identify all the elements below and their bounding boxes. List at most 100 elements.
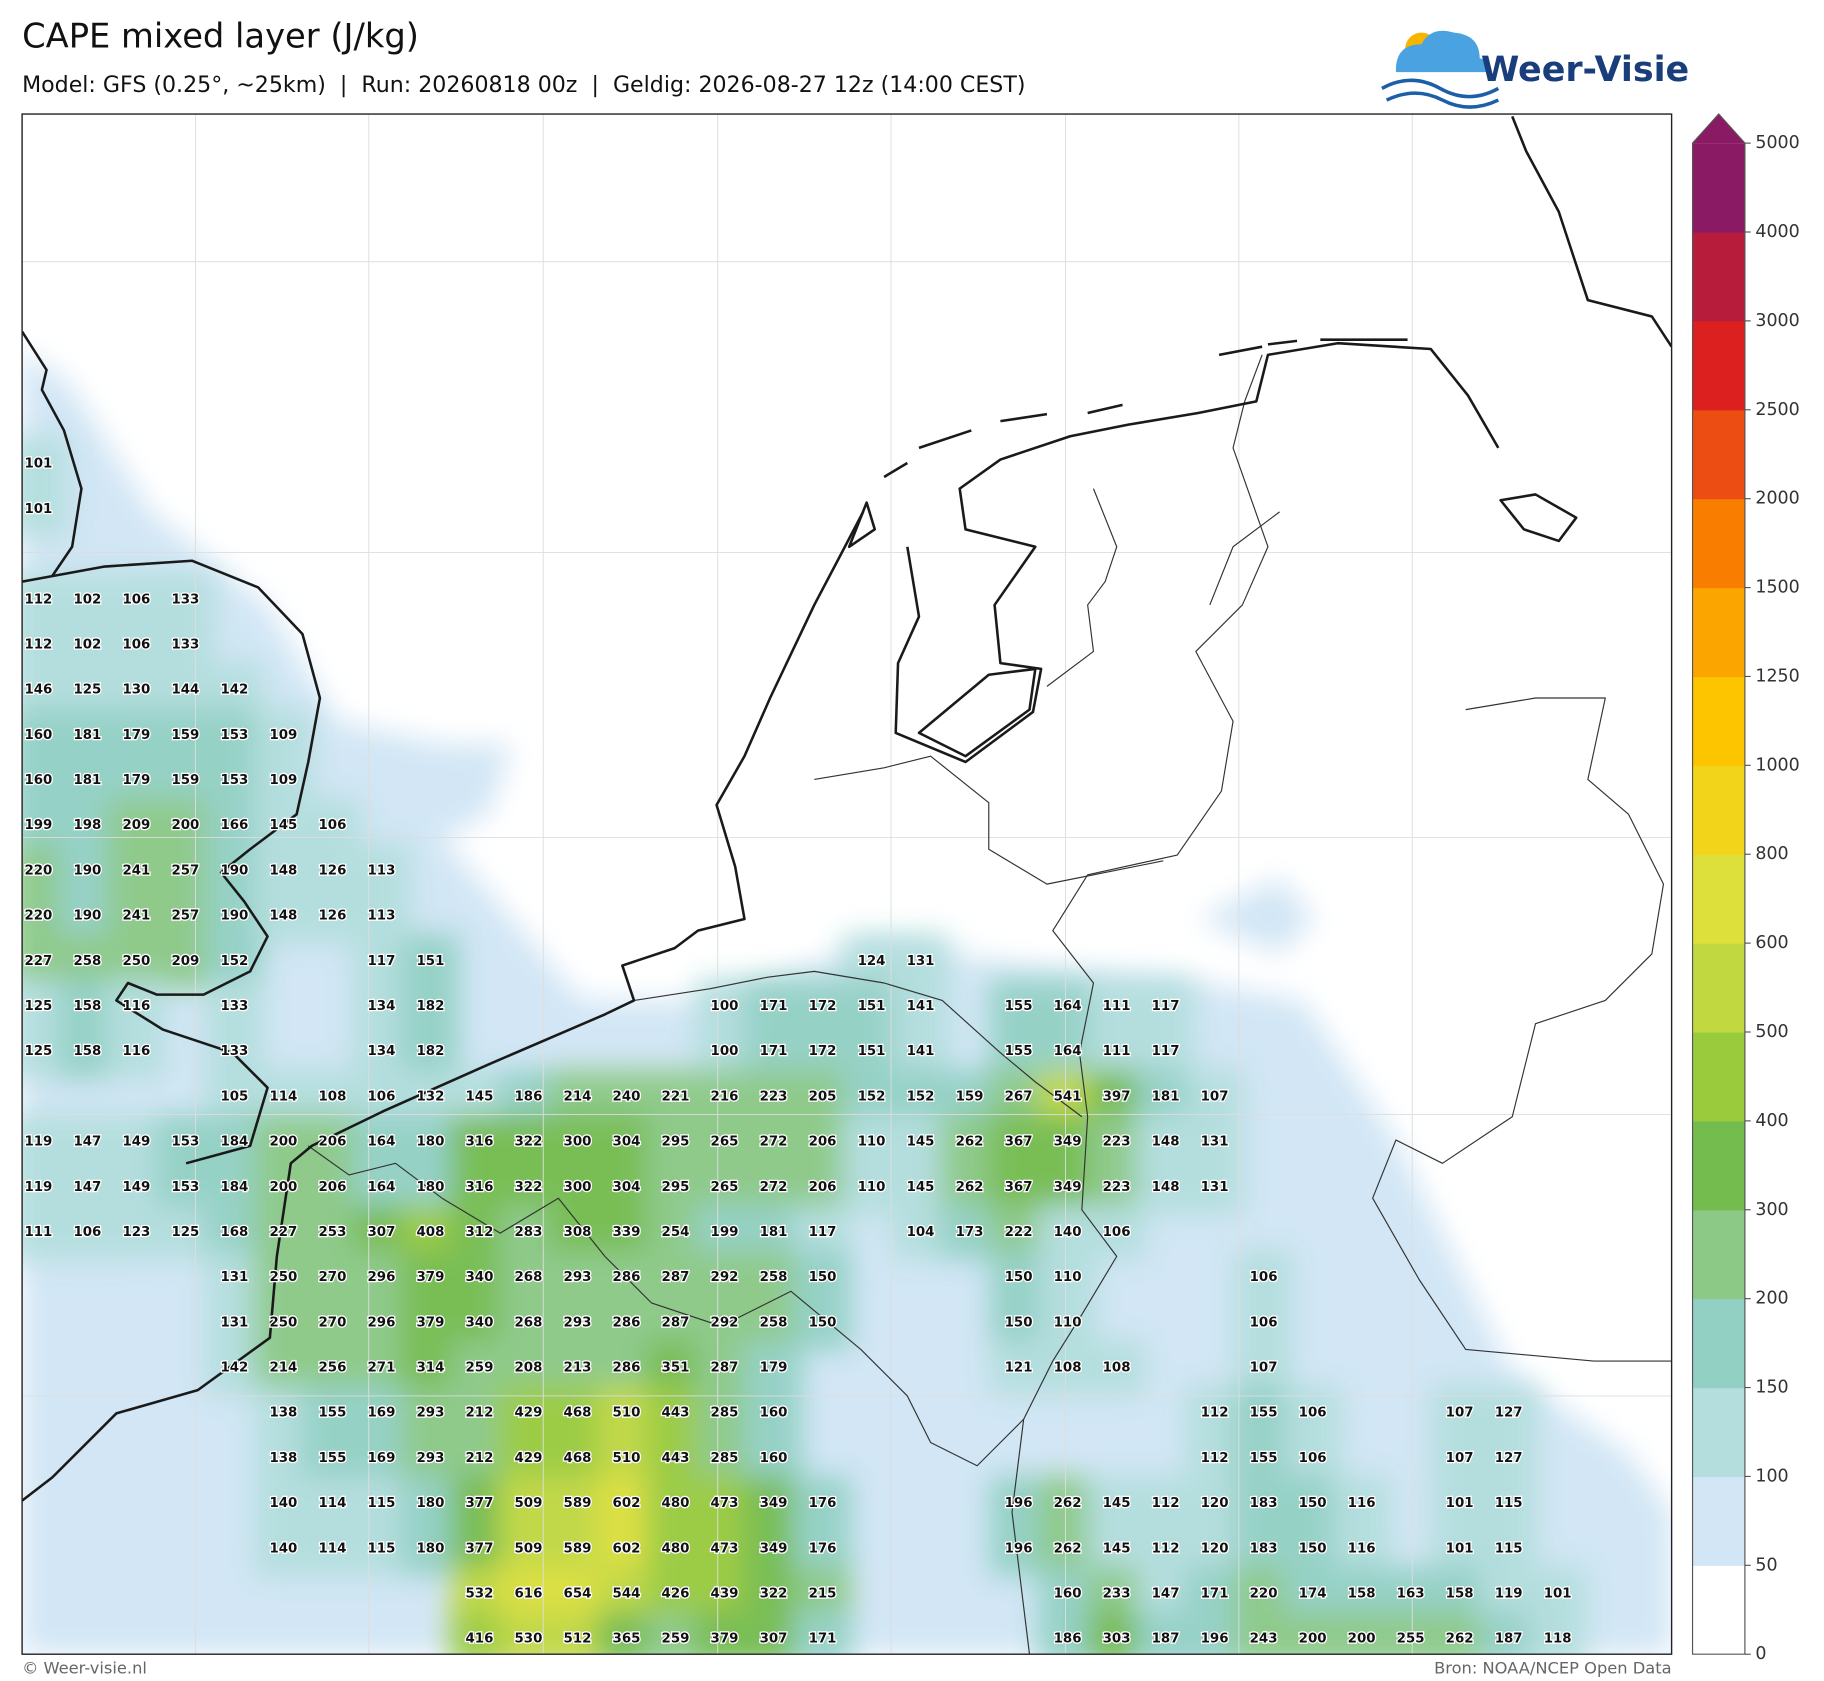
cape-value: 308 — [564, 1225, 592, 1240]
cape-value: 114 — [318, 1541, 346, 1556]
map: 101 101 112 102 106 133 112 102 106 133 146 125 130 1… — [22, 114, 1672, 1655]
cape-value: 300 — [564, 1135, 592, 1150]
cape-value: 379 — [417, 1270, 445, 1285]
map-frame — [21, 113, 1673, 1655]
cape-value: 258 — [760, 1270, 788, 1285]
colorbar-segment — [1692, 320, 1745, 411]
cape-value: 283 — [515, 1225, 543, 1240]
border-line — [307, 1145, 1025, 1467]
cape-value: 206 — [809, 1180, 837, 1195]
cape-value: 115 — [368, 1496, 396, 1511]
cape-value: 112 — [1201, 1451, 1229, 1466]
cape-cell — [793, 1611, 852, 1655]
cape-cell — [1479, 1611, 1538, 1655]
cape-value: 171 — [760, 999, 788, 1014]
cape-value: 268 — [515, 1315, 543, 1330]
cape-value: 148 — [1152, 1135, 1180, 1150]
cape-value: 146 — [24, 683, 52, 698]
colorbar-segment — [1692, 587, 1745, 678]
cape-value: 164 — [1054, 999, 1082, 1014]
cape-value: 101 — [1446, 1496, 1474, 1511]
cape-value: 241 — [122, 909, 150, 924]
cape-value: 125 — [171, 1225, 199, 1240]
cape-value: 293 — [564, 1270, 592, 1285]
colorbar-segment — [1692, 1476, 1745, 1566]
cape-value: 117 — [809, 1225, 837, 1240]
cape-value: 186 — [515, 1089, 543, 1104]
cape-value: 180 — [417, 1135, 445, 1150]
cape-value: 104 — [907, 1225, 935, 1240]
cape-value: 166 — [220, 818, 248, 833]
cape-value: 151 — [858, 999, 886, 1014]
cape-value: 132 — [417, 1089, 445, 1104]
cape-value: 199 — [711, 1225, 739, 1240]
border-line — [1372, 697, 1672, 1362]
cape-value: 112 — [1201, 1406, 1229, 1421]
cape-value: 127 — [1495, 1451, 1523, 1466]
cape-value: 112 — [24, 592, 52, 607]
cape-value: 172 — [809, 999, 837, 1014]
cape-value: 142 — [220, 1361, 248, 1376]
cape-value: 262 — [956, 1180, 984, 1195]
colorbar-tick-label: 100 — [1755, 1466, 1788, 1486]
cape-value: 322 — [515, 1180, 543, 1195]
cape-value: 133 — [220, 999, 248, 1014]
cape-value: 151 — [417, 954, 445, 969]
cape-cell — [989, 1340, 1048, 1396]
colorbar-tick-label: 800 — [1755, 844, 1788, 864]
cape-value: 307 — [760, 1632, 788, 1647]
cape-value: 181 — [760, 1225, 788, 1240]
colorbar-segment — [1692, 1565, 1745, 1655]
cape-cell — [744, 1611, 803, 1655]
cape-value: 200 — [1299, 1632, 1327, 1647]
cape-value: 173 — [956, 1225, 984, 1240]
cape-value: 349 — [1054, 1135, 1082, 1150]
cape-value: 259 — [662, 1632, 690, 1647]
cape-value: 322 — [515, 1135, 543, 1150]
cape-labels: 101 101 112 102 106 133 112 102 106 133 146 125 130 1… — [23, 455, 1573, 1648]
cape-value: 254 — [662, 1225, 690, 1240]
cape-value: 220 — [1250, 1587, 1278, 1602]
cape-value: 140 — [269, 1496, 297, 1511]
cape-value: 101 — [24, 502, 52, 517]
cape-value: 179 — [122, 728, 150, 743]
cape-value: 160 — [760, 1451, 788, 1466]
cape-value: 510 — [613, 1451, 641, 1466]
cape-value: 429 — [515, 1406, 543, 1421]
cape-value: 339 — [613, 1225, 641, 1240]
cape-value: 111 — [1103, 1044, 1131, 1059]
cape-value: 215 — [809, 1587, 837, 1602]
cape-value: 158 — [1446, 1587, 1474, 1602]
subtitle: Model: GFS (0.25°, ~25km) | Run: 2026081… — [22, 72, 1025, 98]
cape-value: 262 — [1054, 1496, 1082, 1511]
cape-value: 150 — [1299, 1541, 1327, 1556]
cape-cell — [22, 482, 68, 537]
cape-value: 160 — [24, 773, 52, 788]
colorbar-outline — [1691, 113, 1746, 1655]
cape-value: 150 — [1005, 1270, 1033, 1285]
cape-value: 379 — [417, 1315, 445, 1330]
cape-value: 209 — [122, 818, 150, 833]
cape-value: 118 — [1544, 1632, 1572, 1647]
cape-value: 145 — [1103, 1496, 1131, 1511]
colorbar-segment — [1692, 1120, 1745, 1211]
cape-value: 351 — [662, 1361, 690, 1376]
cape-value: 110 — [1054, 1315, 1082, 1330]
cape-value: 180 — [417, 1180, 445, 1195]
cape-value: 174 — [1299, 1587, 1327, 1602]
cape-cell — [1283, 1611, 1342, 1655]
cape-value: 142 — [220, 683, 248, 698]
cape-value: 119 — [24, 1180, 52, 1195]
cape-value: 148 — [269, 863, 297, 878]
cape-value: 151 — [858, 1044, 886, 1059]
cape-value: 349 — [760, 1541, 788, 1556]
cape-value: 367 — [1005, 1180, 1033, 1195]
cape-value: 314 — [417, 1361, 445, 1376]
cape-value: 227 — [269, 1225, 297, 1240]
cape-value: 138 — [269, 1406, 297, 1421]
cape-value: 365 — [613, 1632, 641, 1647]
cape-value: 106 — [73, 1225, 101, 1240]
cape-value: 164 — [368, 1180, 396, 1195]
cape-cell — [793, 1295, 852, 1351]
